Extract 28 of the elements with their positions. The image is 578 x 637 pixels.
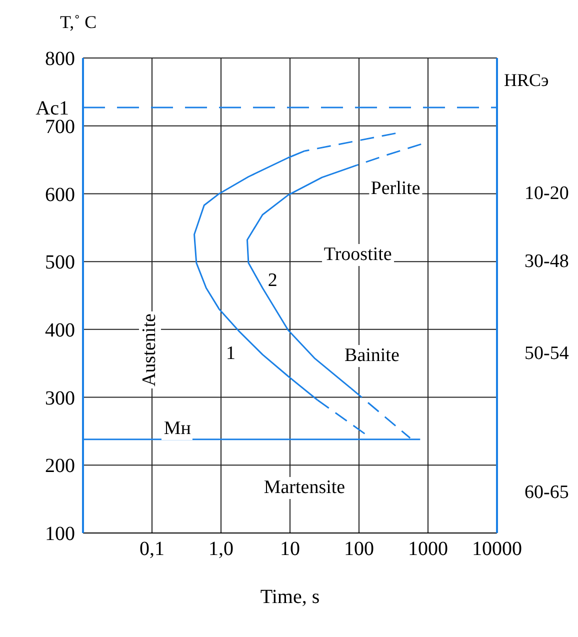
y-tick-label: 100 (45, 523, 75, 546)
annotation: Mн (162, 418, 193, 440)
x-tick-label: 1000 (408, 538, 448, 560)
x-axis-title: Time, s (260, 586, 320, 608)
y-tick-label: 400 (45, 320, 75, 342)
text: 10-20 (522, 182, 571, 205)
annotation: Martensite (262, 476, 348, 499)
annotation: 2 (266, 270, 280, 292)
text: 60-65 (522, 482, 571, 504)
y-tick-label: 300 (45, 387, 75, 410)
annotation: 1 (224, 342, 238, 365)
y-tick-label: 800 (45, 48, 75, 70)
x-tick-label: 10000 (472, 538, 522, 560)
x-tick-label: 100 (344, 538, 374, 560)
x-tick-label: 0,1 (140, 538, 164, 560)
y-tick-label: 500 (45, 252, 75, 274)
text: 50-54 (522, 342, 571, 365)
y2-axis-title: HRCэ (504, 70, 549, 91)
text: 30-48 (522, 250, 571, 273)
annotation: Bainite (342, 344, 402, 367)
y-tick-label: 200 (45, 455, 75, 478)
y-axis-title: T,˚ C (60, 12, 97, 33)
annotation: Troostite (322, 244, 394, 266)
y-tick-label: 600 (45, 184, 75, 206)
x-tick-label: 10 (280, 538, 300, 560)
annotation: Austenite (138, 312, 161, 389)
annotation: Perlite (368, 178, 422, 200)
x-tick-label: 1,0 (208, 538, 234, 560)
